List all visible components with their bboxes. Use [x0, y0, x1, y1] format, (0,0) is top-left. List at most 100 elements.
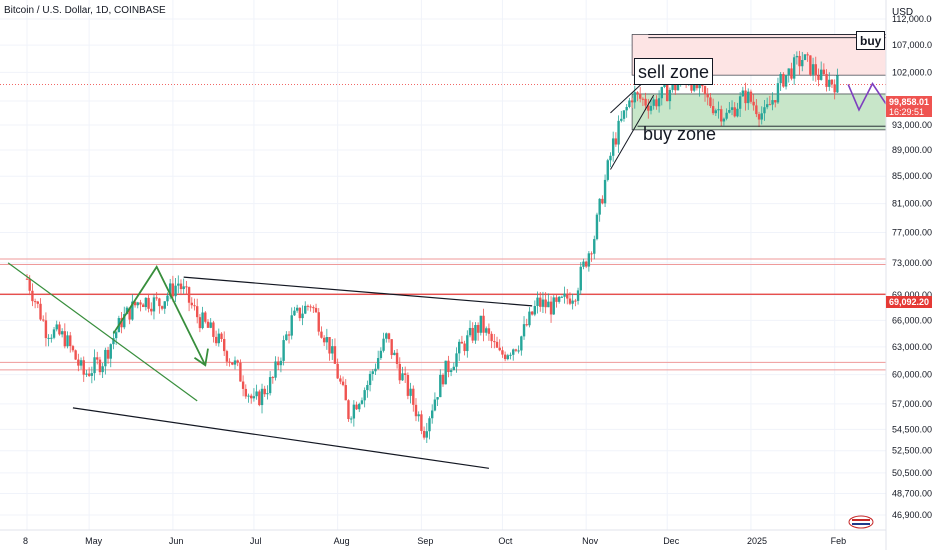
candle-body [209, 322, 212, 328]
candle-body [795, 55, 799, 58]
candle-body [811, 64, 815, 75]
candle-body [814, 64, 817, 76]
candle-body [317, 312, 320, 332]
candle-body [784, 74, 788, 87]
candle-body [765, 104, 769, 108]
candle-body [660, 87, 663, 99]
y-tick-label: 77,000.00 [892, 228, 932, 238]
candle-body [752, 101, 755, 106]
candle-body [158, 298, 161, 307]
candle-body [738, 96, 742, 109]
candle-body [460, 341, 464, 344]
y-tick-label: 107,000.00 [892, 40, 932, 50]
y-tick-label: 93,000.00 [892, 120, 932, 130]
buy-tag[interactable]: buy [856, 31, 886, 50]
price-axis[interactable]: 112,000.00107,000.00102,000.0097,000.009… [885, 0, 932, 550]
y-tick-label: 60,000.00 [892, 370, 932, 380]
y-tick-label: 112,000.00 [892, 14, 932, 24]
candle-body [260, 388, 264, 406]
candle-body [636, 92, 639, 94]
candle-body [228, 361, 231, 363]
currency-selector[interactable]: USD [892, 6, 914, 18]
candle-body [533, 306, 537, 315]
candle-body [144, 297, 148, 308]
candle-body [409, 388, 412, 396]
y-tick-label: 52,500.00 [892, 446, 932, 456]
candle-body [152, 297, 156, 312]
drawings[interactable] [7, 34, 887, 469]
candle-body [393, 352, 396, 356]
candle-body [774, 100, 777, 103]
candle-body [58, 324, 61, 335]
candle-body [349, 418, 353, 420]
candle-body [490, 333, 493, 342]
candle-body [676, 84, 680, 91]
candle-body [733, 107, 736, 117]
y-tick-label: 85,000.00 [892, 171, 932, 181]
candle-body [187, 287, 191, 303]
sell-zone-label[interactable]: sell zone [634, 58, 714, 85]
candle-body [539, 297, 542, 307]
candle-body [836, 75, 839, 93]
candle-body [282, 340, 285, 361]
candle-body [387, 333, 391, 340]
candle-body [468, 327, 472, 336]
candle-body [584, 261, 588, 267]
candle-body [355, 404, 358, 410]
time-axis[interactable]: 8 May Jun Jul Aug Sep Oct Nov Dec 2025 Feb [0, 529, 886, 546]
candle-body [544, 299, 547, 308]
candle-body [547, 301, 550, 308]
candle-body [247, 395, 250, 397]
candle-body [255, 391, 258, 397]
y-tick-label: 73,000.00 [892, 258, 932, 268]
y-tick-label: 63,000.00 [892, 342, 932, 352]
candle-body [606, 160, 609, 180]
candle-body [304, 305, 307, 314]
candle-body [298, 307, 302, 319]
candle-body [112, 338, 115, 345]
grid [0, 0, 886, 530]
candle-body [674, 82, 677, 91]
candle-body [71, 346, 75, 351]
candle-body [85, 373, 88, 375]
candle-body [295, 307, 299, 311]
candle-body [495, 341, 499, 348]
candle-body [104, 349, 107, 367]
candle-body [379, 350, 383, 359]
candle-countdown: 16:29:51 [889, 107, 925, 117]
candle-body [801, 59, 804, 67]
x-tick-label: Jun [169, 536, 184, 546]
candle-body [341, 381, 345, 386]
candle-body [128, 307, 131, 320]
candle-body [82, 360, 85, 375]
buy-zone-label[interactable]: buy zone [643, 124, 717, 144]
candle-body [236, 360, 239, 363]
candle-body [458, 341, 461, 354]
candle-body [106, 349, 110, 359]
candle-body [620, 118, 623, 121]
candle-body [720, 109, 723, 122]
candle-body [287, 334, 291, 336]
candle-body [279, 360, 283, 366]
candle-body [274, 361, 277, 378]
candle-body [312, 307, 315, 309]
candle-body [339, 378, 342, 382]
candle-body [131, 301, 134, 320]
candle-body [552, 297, 555, 315]
candle-body [528, 311, 531, 326]
candle-body [376, 358, 380, 369]
candle-body [760, 113, 763, 120]
candle-body [266, 393, 269, 395]
candle-body [166, 295, 169, 302]
candle-body [574, 300, 577, 302]
candle-body [447, 360, 450, 373]
candle-body [555, 297, 558, 302]
x-tick-label: 2025 [747, 536, 767, 546]
candle-body [155, 297, 158, 299]
candle-body [506, 355, 510, 360]
candle-body [530, 311, 534, 315]
candle-body [487, 328, 491, 334]
candle-body [690, 82, 693, 91]
candle-body [301, 313, 304, 319]
